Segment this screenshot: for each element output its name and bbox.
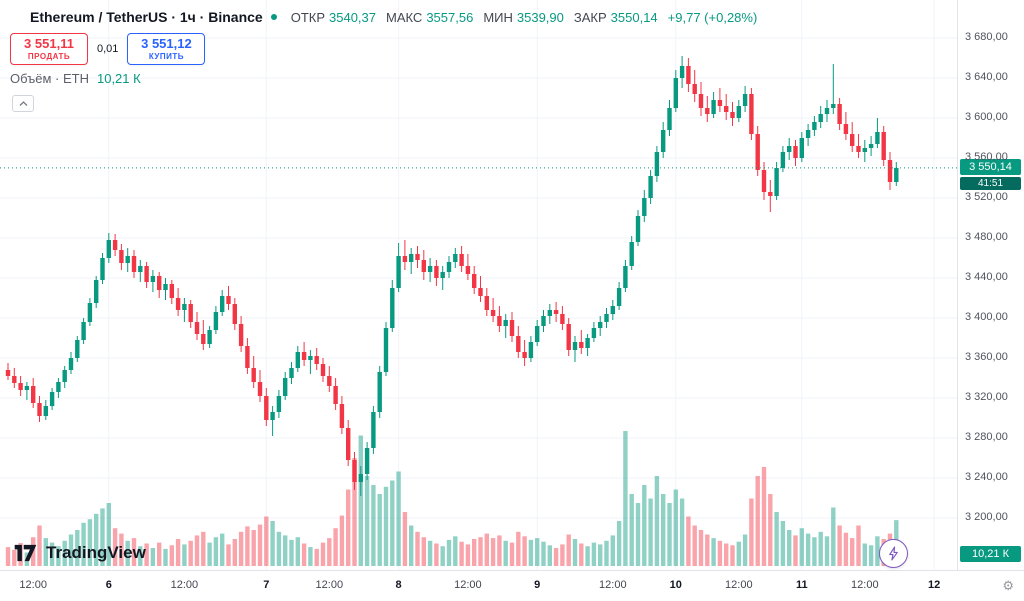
price-tick: 3 520,00 xyxy=(965,191,1008,203)
time-tick: 9 xyxy=(534,579,541,591)
volume-axis-badge: 10,21 К xyxy=(960,546,1021,562)
time-tick: 10 xyxy=(669,579,682,591)
spread-value: 0,01 xyxy=(97,43,119,55)
time-tick: 12:00 xyxy=(599,579,627,591)
sell-button[interactable]: 3 551,11 ПРОДАТЬ xyxy=(10,33,88,65)
time-tick: 12 xyxy=(927,579,941,591)
price-tick: 3 480,00 xyxy=(965,231,1008,243)
last-price-badge: 3 550,14 xyxy=(960,158,1021,175)
time-tick: 7 xyxy=(263,579,270,591)
sell-button-label: ПРОДАТЬ xyxy=(27,51,71,61)
time-tick: 11 xyxy=(795,579,808,591)
open-label: ОТКР xyxy=(290,9,325,25)
price-tick: 3 240,00 xyxy=(965,471,1008,483)
close-value: 3550,14 xyxy=(610,9,658,25)
price-tick: 3 680,00 xyxy=(965,31,1008,43)
price-tick: 3 600,00 xyxy=(965,111,1008,123)
grid-lines xyxy=(0,0,957,570)
high-label: МАКС xyxy=(386,9,423,25)
time-tick: 12:00 xyxy=(19,579,47,591)
buy-button-label: КУПИТЬ xyxy=(148,51,185,61)
symbol-title[interactable]: Ethereum / TetherUS · 1ч · Binance xyxy=(30,9,263,25)
tradingview-logo[interactable]: TradingView xyxy=(12,542,146,564)
sell-price: 3 551,11 xyxy=(24,35,74,51)
quick-trade-button[interactable] xyxy=(879,539,908,568)
time-tick: 8 xyxy=(395,579,402,591)
close-label: ЗАКР xyxy=(573,9,607,25)
chevron-up-icon xyxy=(19,100,27,106)
time-tick: 12:00 xyxy=(170,579,199,591)
price-tick: 3 200,00 xyxy=(965,511,1008,523)
collapse-legend-button[interactable] xyxy=(12,95,34,112)
candlestick-chart[interactable] xyxy=(0,0,957,570)
buy-button[interactable]: 3 551,12 КУПИТЬ xyxy=(127,33,206,65)
high-value: 3557,56 xyxy=(426,9,474,25)
low-value: 3539,90 xyxy=(516,9,564,25)
trade-panel: 3 551,11 ПРОДАТЬ 0,01 3 551,12 КУПИТЬ xyxy=(10,33,206,65)
market-status-dot xyxy=(270,14,277,20)
low-label: МИН xyxy=(483,9,513,25)
price-tick: 3 560,00 xyxy=(965,151,1008,163)
buy-price: 3 551,12 xyxy=(141,35,192,51)
lightning-bolt-icon xyxy=(889,546,898,561)
price-tick: 3 400,00 xyxy=(965,311,1008,323)
volume-legend-value: 10,21 К xyxy=(96,71,141,86)
volume-series xyxy=(5,431,899,566)
volume-legend: Объём · ETH 10,21 К xyxy=(10,71,141,86)
price-tick: 3 360,00 xyxy=(965,351,1008,363)
open-value: 3540,37 xyxy=(329,9,376,25)
volume-legend-label: Объём · ETH xyxy=(10,71,89,86)
time-tick: 12:00 xyxy=(851,579,879,591)
price-tick: 3 640,00 xyxy=(965,71,1008,83)
price-tick: 3 440,00 xyxy=(965,271,1008,283)
time-tick: 12:00 xyxy=(315,579,344,591)
time-axis[interactable]: ⚙ 12:00 6 12:00 7 12:00 8 12:00 9 12:00 10 12:00 11… xyxy=(0,570,1024,601)
bar-countdown-badge: 41:51 xyxy=(960,176,1021,190)
axis-settings-gear-icon[interactable]: ⚙ xyxy=(1002,578,1014,593)
symbol-legend: Ethereum / TetherUS · 1ч · Binance ОТКР … xyxy=(30,9,757,25)
price-change: +9,77 (+0,28%) xyxy=(667,9,758,25)
price-axis[interactable]: 3 550,14 41:51 10,21 К 3 680,00 3 640,00 3… xyxy=(957,0,1024,570)
time-tick: 6 xyxy=(105,579,112,591)
price-tick: 3 280,00 xyxy=(965,431,1008,443)
tradingview-logo-icon xyxy=(14,544,37,562)
price-tick: 3 320,00 xyxy=(965,391,1008,403)
tradingview-logo-text: TradingView xyxy=(46,543,146,562)
ohlc-values: ОТКР 3540,37 МАКС 3557,56 МИН 3539,90 ЗА… xyxy=(285,10,658,25)
time-tick: 12:00 xyxy=(725,579,753,591)
candle-series xyxy=(5,56,899,496)
time-tick: 12:00 xyxy=(454,579,482,591)
